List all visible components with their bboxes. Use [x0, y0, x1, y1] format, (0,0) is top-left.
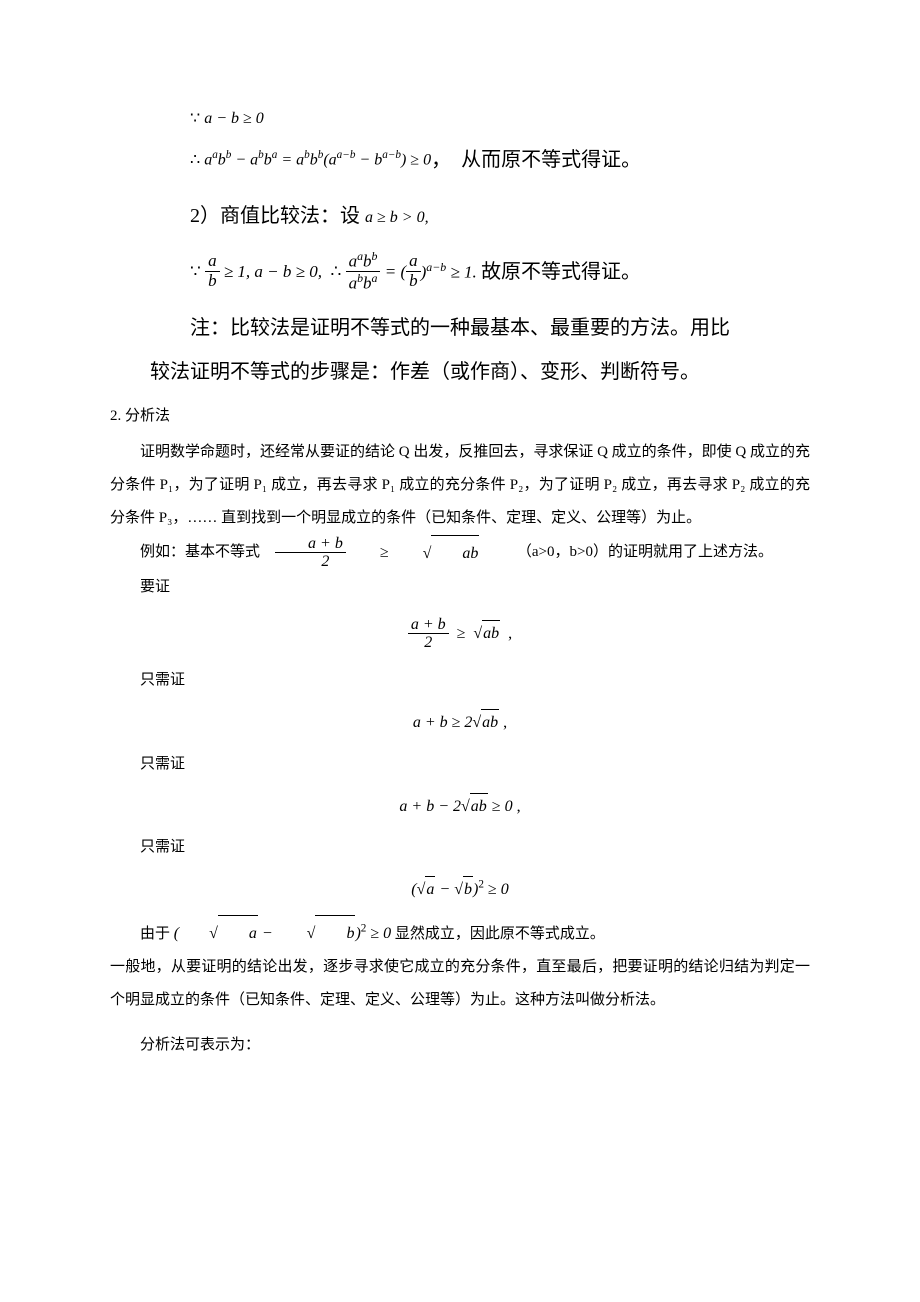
formula-1: a + b2 ≥ ab ,	[110, 616, 810, 652]
conclusion-line: 由于 (a − b)2 ≥ 0 显然成立，因此原不等式成立。	[110, 915, 810, 951]
note-line1: 注：比较法是证明不等式的一种最基本、最重要的方法。用比	[110, 306, 810, 350]
diff-line2: ∴ aabb − abba = abbb(aa−b − ba−b) ≥ 0 ， …	[190, 138, 810, 182]
analysis-paragraph: 证明数学命题时，还经常从要证的结论 Q 出发，反推回去，寻求保证 Q 成立的条件…	[110, 436, 810, 535]
difference-method-block: ∵ a − b ≥ 0 ∴ aabb − abba = abbb(aa−b − …	[110, 106, 810, 182]
analysis-repr: 分析法可表示为：	[110, 1029, 810, 1062]
yaozheng-label: 要证	[110, 571, 810, 604]
diff-conclusion: ， 从而原不等式得证。	[431, 138, 641, 182]
zhixu-1: 只需证	[110, 664, 810, 697]
diff-line1: ∵ a − b ≥ 0	[190, 106, 810, 132]
formula-4: (a − b)2 ≥ 0	[110, 876, 810, 903]
example-prefix: 例如：基本不等式	[110, 536, 275, 569]
zhixu-2: 只需证	[110, 748, 810, 781]
quotient-formula: ∵ ab ≥ 1, a − b ≥ 0, ∴ aabbabba = ( ab )…	[110, 250, 810, 294]
formula-3: a + b − 2ab ≥ 0 ,	[110, 793, 810, 820]
because-symbol: ∵	[190, 258, 205, 285]
note-line2: 较法证明不等式的步骤是：作差（或作商）、变形、判断符号。	[110, 350, 810, 394]
formula-2: a + b ≥ 2ab ,	[110, 709, 810, 736]
general-paragraph: 一般地，从要证明的结论出发，逐步寻求使它成立的充分条件，直至最后，把要证明的结论…	[110, 951, 810, 1017]
section-2-title: 2. 分析法	[110, 404, 810, 428]
example-line: 例如：基本不等式 a + b2 ≥ ab （a>0，b>0）的证明就用了上述方法…	[110, 535, 810, 571]
quotient-intro: 2）商值比较法：设 a ≥ b > 0,	[110, 194, 810, 238]
example-suffix: （a>0，b>0）的证明就用了上述方法。	[479, 536, 773, 569]
zhixu-3: 只需证	[110, 831, 810, 864]
